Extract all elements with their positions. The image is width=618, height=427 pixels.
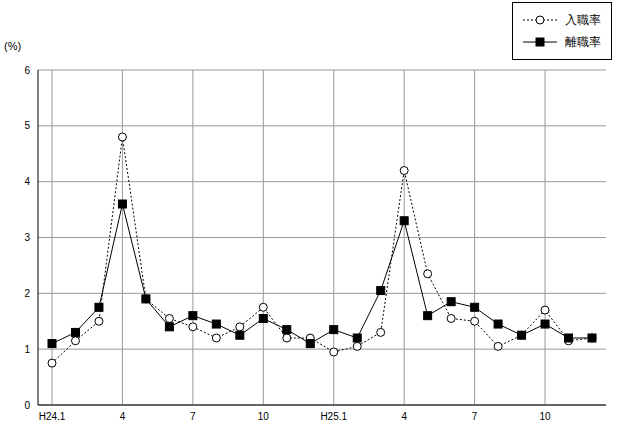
svg-text:5: 5 bbox=[24, 120, 30, 131]
svg-text:1: 1 bbox=[24, 344, 30, 355]
svg-text:H25.1: H25.1 bbox=[320, 411, 347, 422]
svg-text:2: 2 bbox=[24, 288, 30, 299]
svg-text:4: 4 bbox=[24, 176, 30, 187]
svg-text:4: 4 bbox=[120, 411, 126, 422]
html-text:入職率: 入職率 bbox=[565, 12, 601, 27]
svg-text:7: 7 bbox=[472, 411, 478, 422]
svg-text:10: 10 bbox=[539, 411, 551, 422]
svg-text:10: 10 bbox=[258, 411, 270, 422]
svg-text:6: 6 bbox=[24, 65, 30, 76]
svg-text:7: 7 bbox=[190, 411, 196, 422]
svg-text:0: 0 bbox=[24, 400, 30, 411]
svg-text:3: 3 bbox=[24, 232, 30, 243]
html-text:離職率: 離職率 bbox=[565, 34, 601, 49]
svg-text:H24.1: H24.1 bbox=[39, 411, 66, 422]
svg-text:4: 4 bbox=[401, 411, 407, 422]
